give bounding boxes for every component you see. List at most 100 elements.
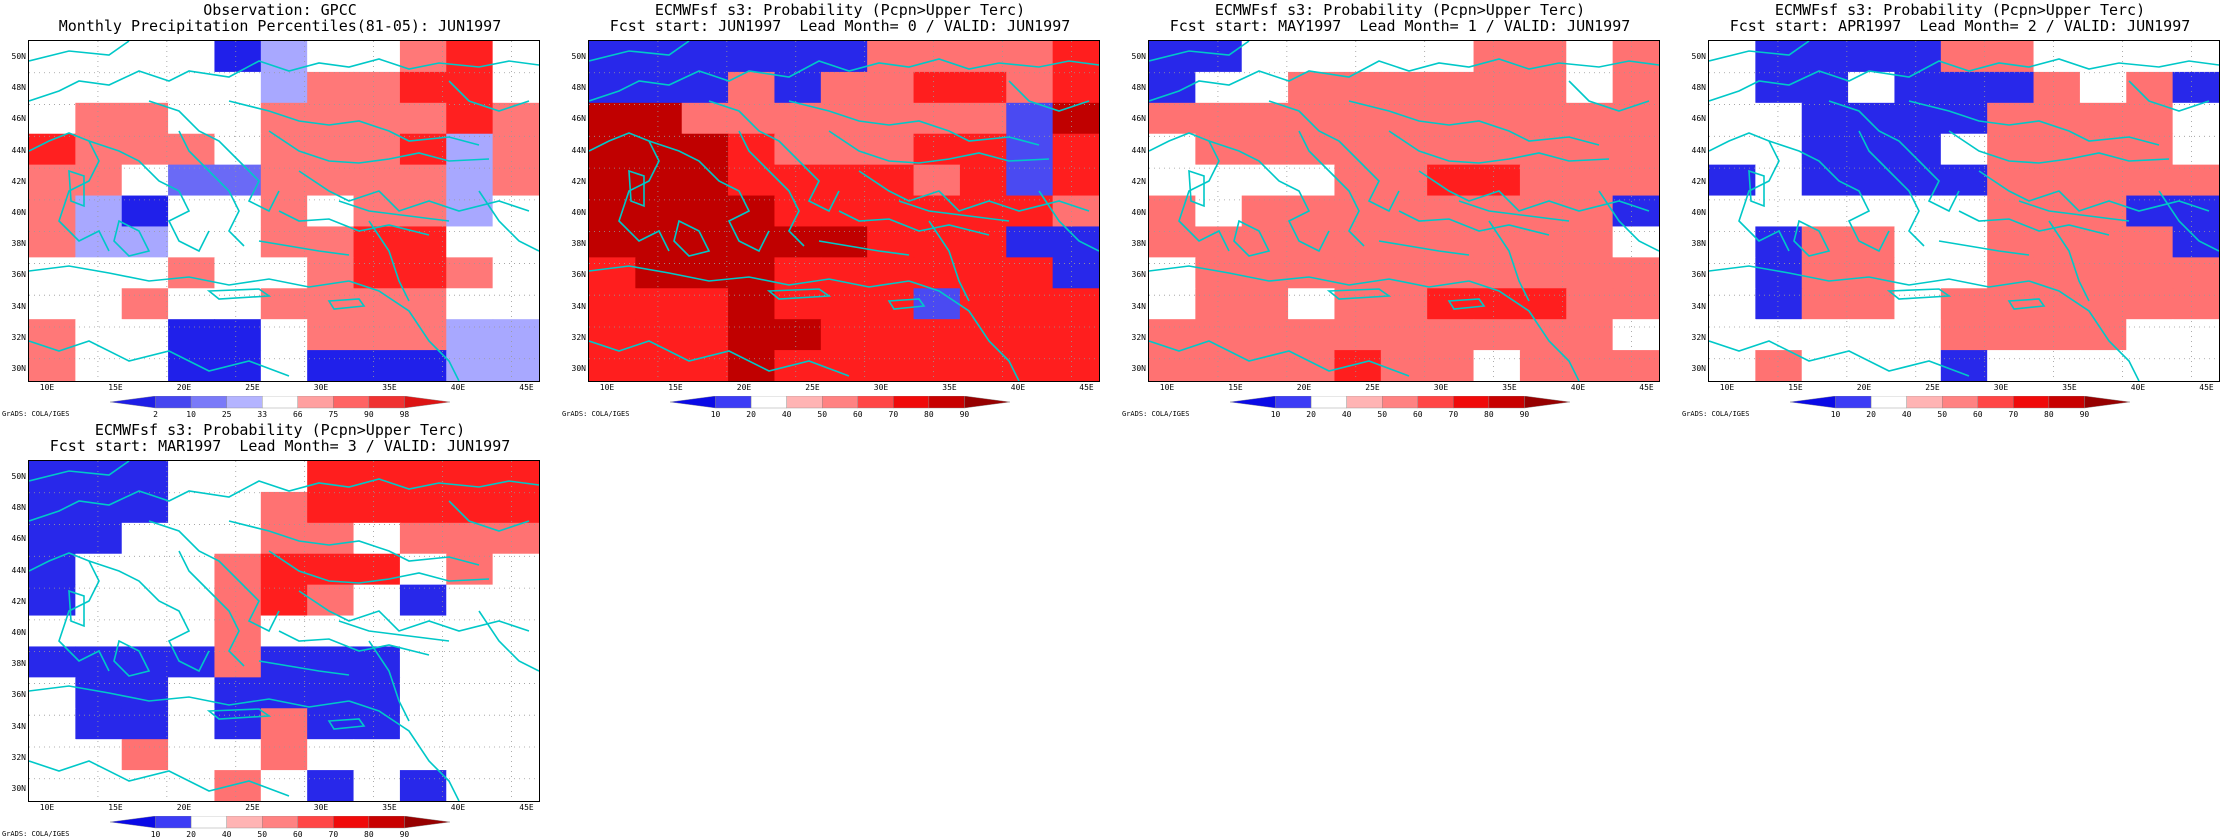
grid-cell xyxy=(867,319,915,351)
grid-cell xyxy=(1801,102,1849,135)
grid-cell xyxy=(75,350,123,381)
grid-cell xyxy=(75,677,123,709)
grid-cell xyxy=(121,133,169,166)
grid-cell xyxy=(1801,288,1849,320)
grid-cell xyxy=(1848,71,1896,104)
colorbar-label: 50 xyxy=(1377,410,1388,419)
grid-cell xyxy=(75,102,123,135)
grid-cell xyxy=(1801,41,1849,73)
lon-tick-label: 45E xyxy=(519,803,534,812)
grid-cell xyxy=(1052,41,1099,73)
coastline xyxy=(887,298,926,310)
lat-tick-label: 46N xyxy=(11,534,26,544)
grid-cell xyxy=(75,257,123,289)
grid-cell xyxy=(399,164,447,197)
grid-cell xyxy=(589,319,636,351)
panel-title-line2: Fcst start: MAY1997 Lead Month= 1 / VALI… xyxy=(1169,17,1631,35)
colorbar-swatch xyxy=(1417,396,1454,409)
coastline xyxy=(258,240,350,256)
grid-cell xyxy=(1894,41,1942,73)
grid-cell xyxy=(913,319,961,351)
grid-cell xyxy=(1987,319,2035,351)
grid-cell xyxy=(399,288,447,320)
map-frame xyxy=(1148,40,1660,382)
grid-cell xyxy=(1940,319,1988,351)
grid-cell xyxy=(29,615,76,648)
coastline xyxy=(1858,130,1925,247)
grid-cell xyxy=(1940,71,1988,104)
grid-cell xyxy=(1149,102,1196,135)
colorbar xyxy=(110,816,450,829)
grid-cell xyxy=(492,226,539,258)
grid-cell xyxy=(1288,71,1336,104)
grid-cell xyxy=(1612,133,1659,166)
grid-cell xyxy=(1006,102,1054,135)
grid-cell xyxy=(399,257,447,289)
grid-cell xyxy=(1519,319,1567,351)
grid-cell xyxy=(2172,226,2219,258)
colorbar-swatch xyxy=(1835,396,1872,409)
grid-cell xyxy=(1709,133,1756,166)
grid-cell xyxy=(1566,288,1614,320)
coastline xyxy=(29,340,290,377)
grid-cell xyxy=(728,71,776,104)
grid-cell xyxy=(1149,350,1196,381)
grid-cell xyxy=(260,133,308,166)
grid-cell xyxy=(1473,350,1521,381)
grid-cell xyxy=(399,195,447,228)
coastline xyxy=(589,41,690,62)
grid-cell xyxy=(1612,288,1659,320)
grid-cell xyxy=(820,288,868,320)
grid-cell xyxy=(681,319,729,351)
grid-cell xyxy=(681,288,729,320)
grid-cell xyxy=(774,195,822,228)
grid-cell xyxy=(121,615,169,648)
grid-cell xyxy=(307,584,355,617)
grid-cell xyxy=(29,195,76,228)
grid-cell xyxy=(1380,71,1428,104)
grid-cell xyxy=(307,461,355,493)
lon-tick-label: 30E xyxy=(313,803,329,812)
grid-cell xyxy=(260,553,308,586)
lat-tick-label: 48N xyxy=(571,83,586,93)
grid-cell xyxy=(1006,71,1054,104)
grid-cell xyxy=(1334,350,1382,381)
grid-cell xyxy=(168,522,216,555)
colorbar-label: 40 xyxy=(1341,410,1352,419)
grid-cell xyxy=(728,195,776,228)
map-frame xyxy=(1708,40,2220,382)
colorbar-label: 25 xyxy=(221,410,232,419)
coastline xyxy=(1188,169,1205,208)
grid-cell xyxy=(353,491,401,524)
coastline xyxy=(1008,80,1090,112)
map-panel-lead3: ECMWFsf s3: Probability (Pcpn>Upper Terc… xyxy=(0,420,560,840)
grid-cell xyxy=(1195,41,1243,73)
grid-cell xyxy=(1801,319,1849,351)
colorbar-swatch xyxy=(1453,396,1490,409)
grid-cell xyxy=(867,102,915,135)
coastline xyxy=(2048,220,2090,302)
grid-cell xyxy=(589,226,636,258)
lon-tick-label: 35E xyxy=(382,803,397,812)
lat-tick-label: 44N xyxy=(571,145,586,155)
map-panel-lead2: ECMWFsf s3: Probability (Pcpn>Upper Terc… xyxy=(1680,0,2240,420)
coastline xyxy=(228,520,480,566)
colorbar-swatch xyxy=(1790,396,1836,409)
grid-cell xyxy=(29,257,76,289)
coastline xyxy=(448,80,530,112)
grid-cell xyxy=(867,133,915,166)
grid-cell xyxy=(774,226,822,258)
grid-cell xyxy=(1195,71,1243,104)
grid-cell xyxy=(681,257,729,289)
lon-tick-label: 30E xyxy=(873,383,889,392)
colorbar-swatch xyxy=(262,396,298,409)
colorbar-label: 60 xyxy=(1412,410,1423,419)
grid-cell xyxy=(1195,195,1243,228)
grid-cell xyxy=(1052,71,1099,104)
grid-cell xyxy=(446,319,494,351)
grid-cell xyxy=(1894,71,1942,104)
grid-cell xyxy=(168,71,216,104)
colorbar-swatch xyxy=(1275,396,1312,409)
grid-cell xyxy=(681,41,729,73)
grid-cell xyxy=(121,257,169,289)
